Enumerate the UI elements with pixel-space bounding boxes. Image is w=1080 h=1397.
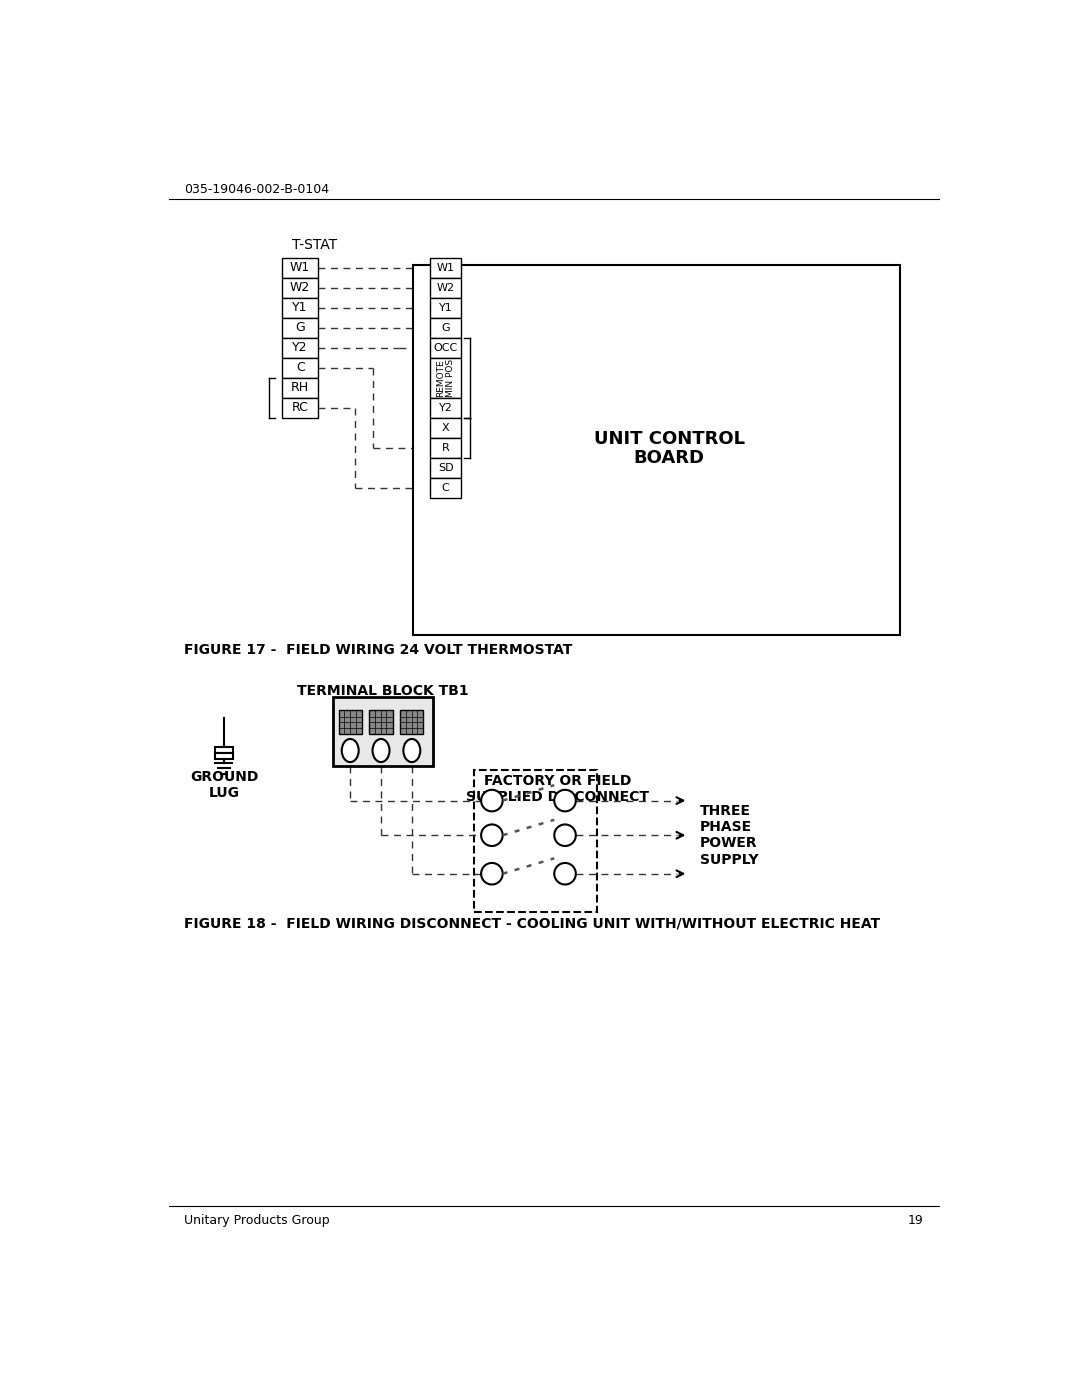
Bar	[369, 711, 392, 733]
Bar	[333, 697, 433, 766]
Bar	[283, 358, 318, 377]
Text: RC: RC	[292, 401, 309, 415]
Ellipse shape	[341, 739, 359, 763]
Circle shape	[481, 863, 502, 884]
Text: Y2: Y2	[293, 341, 308, 355]
Text: TERMINAL BLOCK TB1: TERMINAL BLOCK TB1	[297, 685, 469, 698]
Bar	[430, 418, 461, 437]
Text: 19: 19	[907, 1214, 923, 1227]
Bar	[283, 377, 318, 398]
Bar	[430, 298, 461, 317]
Bar	[430, 278, 461, 298]
Text: 035-19046-002-B-0104: 035-19046-002-B-0104	[184, 183, 329, 197]
Bar	[414, 265, 900, 636]
Bar	[474, 770, 597, 912]
Text: FIGURE 18 -  FIELD WIRING DISCONNECT - COOLING UNIT WITH/WITHOUT ELECTRIC HEAT: FIGURE 18 - FIELD WIRING DISCONNECT - CO…	[184, 916, 880, 930]
Text: Unitary Products Group: Unitary Products Group	[184, 1214, 329, 1227]
Text: W1: W1	[291, 261, 310, 274]
Bar	[430, 478, 461, 497]
Text: Y1: Y1	[438, 303, 453, 313]
Text: W1: W1	[436, 263, 455, 272]
Text: W2: W2	[436, 282, 455, 293]
Bar	[339, 711, 362, 733]
Text: T-STAT: T-STAT	[292, 239, 337, 253]
Text: OCC: OCC	[433, 342, 458, 353]
Text: FIGURE 17 -  FIELD WIRING 24 VOLT THERMOSTAT: FIGURE 17 - FIELD WIRING 24 VOLT THERMOS…	[184, 644, 572, 658]
Circle shape	[481, 789, 502, 812]
Bar	[430, 458, 461, 478]
Text: G: G	[295, 321, 305, 334]
Bar	[283, 278, 318, 298]
Bar	[283, 317, 318, 338]
Bar	[283, 398, 318, 418]
Text: GROUND
LUG: GROUND LUG	[190, 770, 258, 800]
Circle shape	[554, 863, 576, 884]
Text: Y1: Y1	[293, 302, 308, 314]
Circle shape	[554, 789, 576, 812]
Text: UNIT CONTROL: UNIT CONTROL	[594, 430, 744, 447]
Bar	[430, 338, 461, 358]
Ellipse shape	[403, 739, 420, 763]
Text: C: C	[442, 483, 449, 493]
Bar	[430, 437, 461, 458]
Bar	[430, 358, 461, 398]
Bar	[283, 257, 318, 278]
Text: RH: RH	[292, 381, 309, 394]
Bar	[430, 257, 461, 278]
Bar	[215, 746, 233, 753]
Bar	[283, 338, 318, 358]
Text: X: X	[442, 423, 449, 433]
Text: R: R	[442, 443, 449, 453]
Bar	[283, 298, 318, 317]
Text: REMOTE
MIN POS: REMOTE MIN POS	[436, 359, 456, 397]
Text: BOARD: BOARD	[634, 448, 704, 467]
Circle shape	[554, 824, 576, 847]
Text: G: G	[442, 323, 450, 332]
Bar	[215, 753, 233, 759]
Circle shape	[481, 824, 502, 847]
Ellipse shape	[373, 739, 390, 763]
Bar	[401, 711, 423, 733]
Bar	[430, 398, 461, 418]
Text: SD: SD	[437, 462, 454, 474]
Text: W2: W2	[291, 281, 310, 295]
Text: FACTORY OR FIELD
SUPPLIED DISCONNECT: FACTORY OR FIELD SUPPLIED DISCONNECT	[465, 774, 649, 805]
Text: THREE
PHASE
POWER
SUPPLY: THREE PHASE POWER SUPPLY	[700, 803, 758, 866]
Bar	[430, 317, 461, 338]
Text: C: C	[296, 362, 305, 374]
Text: Y2: Y2	[438, 402, 453, 414]
